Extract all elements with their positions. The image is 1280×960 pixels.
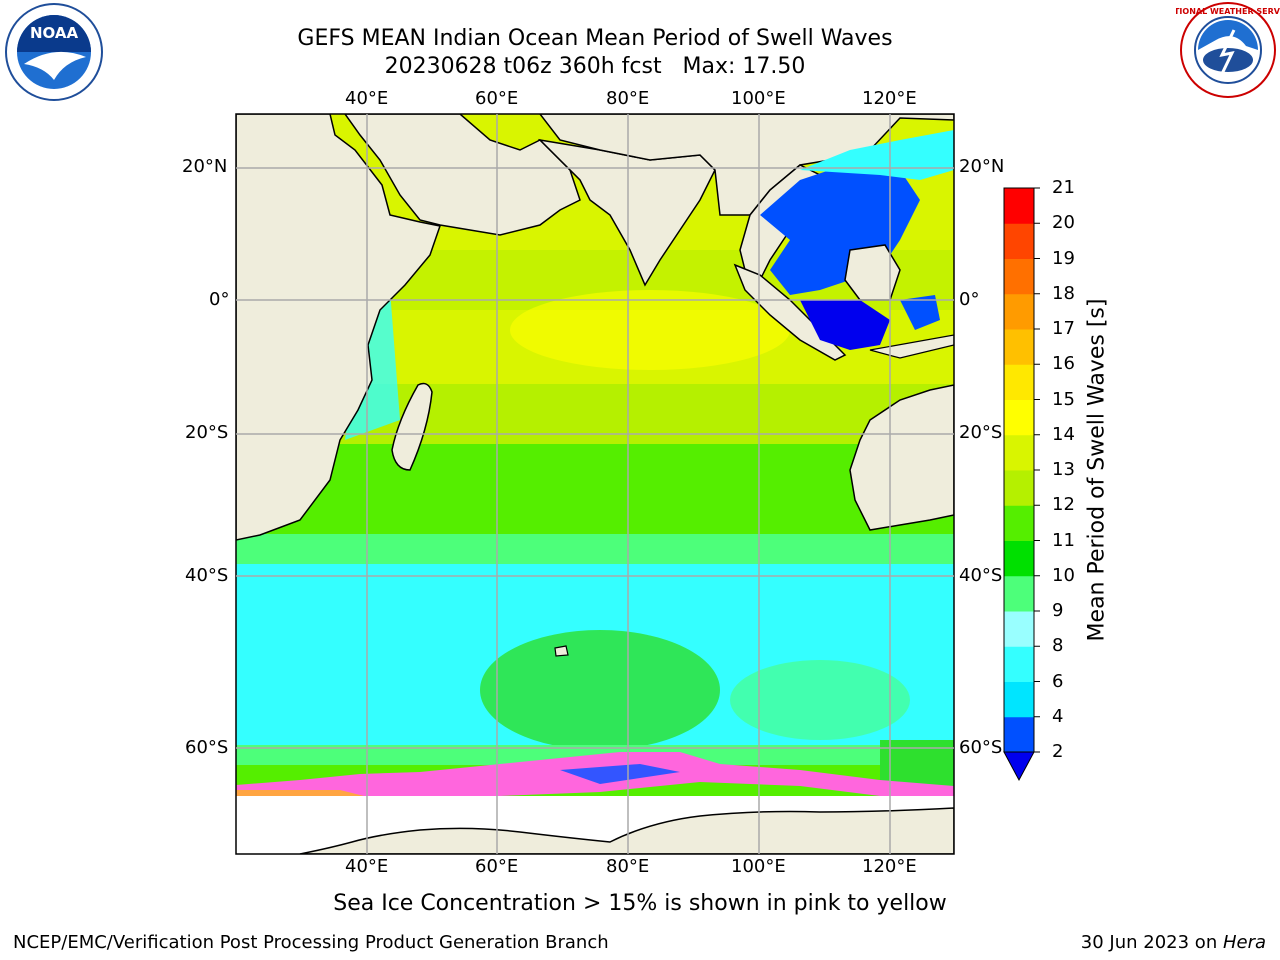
- colorbar-tick-label: 11: [1052, 529, 1075, 551]
- colorbar-segment: [1004, 188, 1034, 224]
- lat-label-right-20n: 20°N: [959, 156, 1005, 177]
- footer-date: 30 Jun 2023 on: [1080, 932, 1223, 953]
- colorbar-segment: [1004, 540, 1034, 577]
- lon-label-top-80e: 80°E: [606, 88, 650, 109]
- colorbar-segment: [1004, 399, 1034, 436]
- colorbar-segment: [1004, 258, 1034, 295]
- colorbar-tick-label: 9: [1052, 600, 1064, 621]
- lon-label-top-40e: 40°E: [345, 88, 389, 109]
- lat-label-left-60s: 60°S: [185, 737, 229, 758]
- footer-right: 30 Jun 2023 on Hera: [1081, 932, 1266, 953]
- noaa-logo-text: NOAA: [30, 24, 79, 42]
- map-gridlines: [236, 114, 954, 854]
- colorbar-segment: [1004, 716, 1034, 753]
- colorbar-segment: [1004, 364, 1034, 400]
- lat-label-left-40s: 40°S: [185, 565, 229, 586]
- colorbar: [1003, 187, 1040, 782]
- lon-label-top-60e: 60°E: [475, 88, 519, 109]
- colorbar-segment: [1004, 293, 1034, 330]
- noaa-logo: NOAA: [5, 3, 103, 101]
- lon-label-bottom-100e: 100°E: [731, 856, 786, 877]
- lon-label-bottom-40e: 40°E: [345, 856, 389, 877]
- colorbar-segment: [1004, 575, 1034, 612]
- lat-label-left-20s: 20°S: [185, 422, 229, 443]
- nws-logo: NATIONAL WEATHER SERVICE: [1176, 2, 1280, 98]
- lat-label-right-20s: 20°S: [959, 422, 1003, 443]
- colorbar-tick-label: 6: [1052, 670, 1064, 692]
- colorbar-segment: [1004, 223, 1034, 259]
- chart-title: GEFS MEAN Indian Ocean Mean Period of Sw…: [297, 26, 893, 51]
- colorbar-segment: [1004, 505, 1034, 541]
- colorbar-tick-label: 21: [1052, 177, 1075, 198]
- colorbar-tick-label: 18: [1052, 282, 1075, 304]
- colorbar-tick-label: 12: [1052, 494, 1075, 516]
- lat-label-left-20n: 20°N: [182, 156, 228, 177]
- lon-label-top-120e: 120°E: [862, 88, 917, 109]
- nws-logo-ring: NATIONAL WEATHER SERVICE: [1176, 7, 1280, 16]
- colorbar-segment: [1004, 470, 1034, 506]
- chart-subtitle: 20230628 t06z 360h fcst Max: 17.50: [384, 54, 806, 79]
- colorbar-tick-label: 8: [1052, 635, 1064, 657]
- colorbar-segment: [1004, 434, 1034, 471]
- colorbar-tick-label: 2: [1052, 741, 1064, 762]
- lon-label-top-100e: 100°E: [731, 88, 786, 109]
- footer-left: NCEP/EMC/Verification Post Processing Pr…: [13, 932, 609, 953]
- colorbar-tick-label: 14: [1052, 423, 1075, 445]
- colorbar-tick-label: 19: [1052, 247, 1075, 269]
- lat-label-right-40s: 40°S: [959, 565, 1003, 586]
- lat-label-left-0: 0°: [209, 289, 230, 310]
- footer-machine: Hera: [1222, 932, 1266, 953]
- colorbar-tick-label: 16: [1052, 353, 1075, 375]
- colorbar-tick-label: 4: [1052, 705, 1064, 727]
- lon-label-bottom-60e: 60°E: [475, 856, 519, 877]
- colorbar-extend-arrow: [1003, 751, 1035, 782]
- colorbar-ticks: 2 4 6 8 9 10 11 12 13 14 15 16 17 18 19 20 21: [1052, 0, 1092, 960]
- colorbar-tick-label: 13: [1052, 459, 1075, 480]
- lon-label-bottom-120e: 120°E: [862, 856, 917, 877]
- sea-ice-note: Sea Ice Concentration > 15% is shown in …: [333, 891, 947, 916]
- lon-label-bottom-80e: 80°E: [606, 856, 650, 877]
- colorbar-segment: [1004, 611, 1034, 647]
- colorbar-tick-label: 10: [1052, 564, 1075, 586]
- colorbar-label: Mean Period of Swell Waves [s]: [1084, 298, 1110, 642]
- colorbar-segment: [1004, 329, 1034, 365]
- lat-label-right-60s: 60°S: [959, 737, 1003, 758]
- colorbar-tick-label: 17: [1052, 318, 1075, 339]
- colorbar-tick-label: 20: [1052, 212, 1075, 234]
- colorbar-tick-label: 15: [1052, 388, 1075, 410]
- colorbar-segment: [1004, 646, 1034, 682]
- lat-label-right-0: 0°: [959, 289, 980, 310]
- colorbar-segment: [1004, 681, 1034, 718]
